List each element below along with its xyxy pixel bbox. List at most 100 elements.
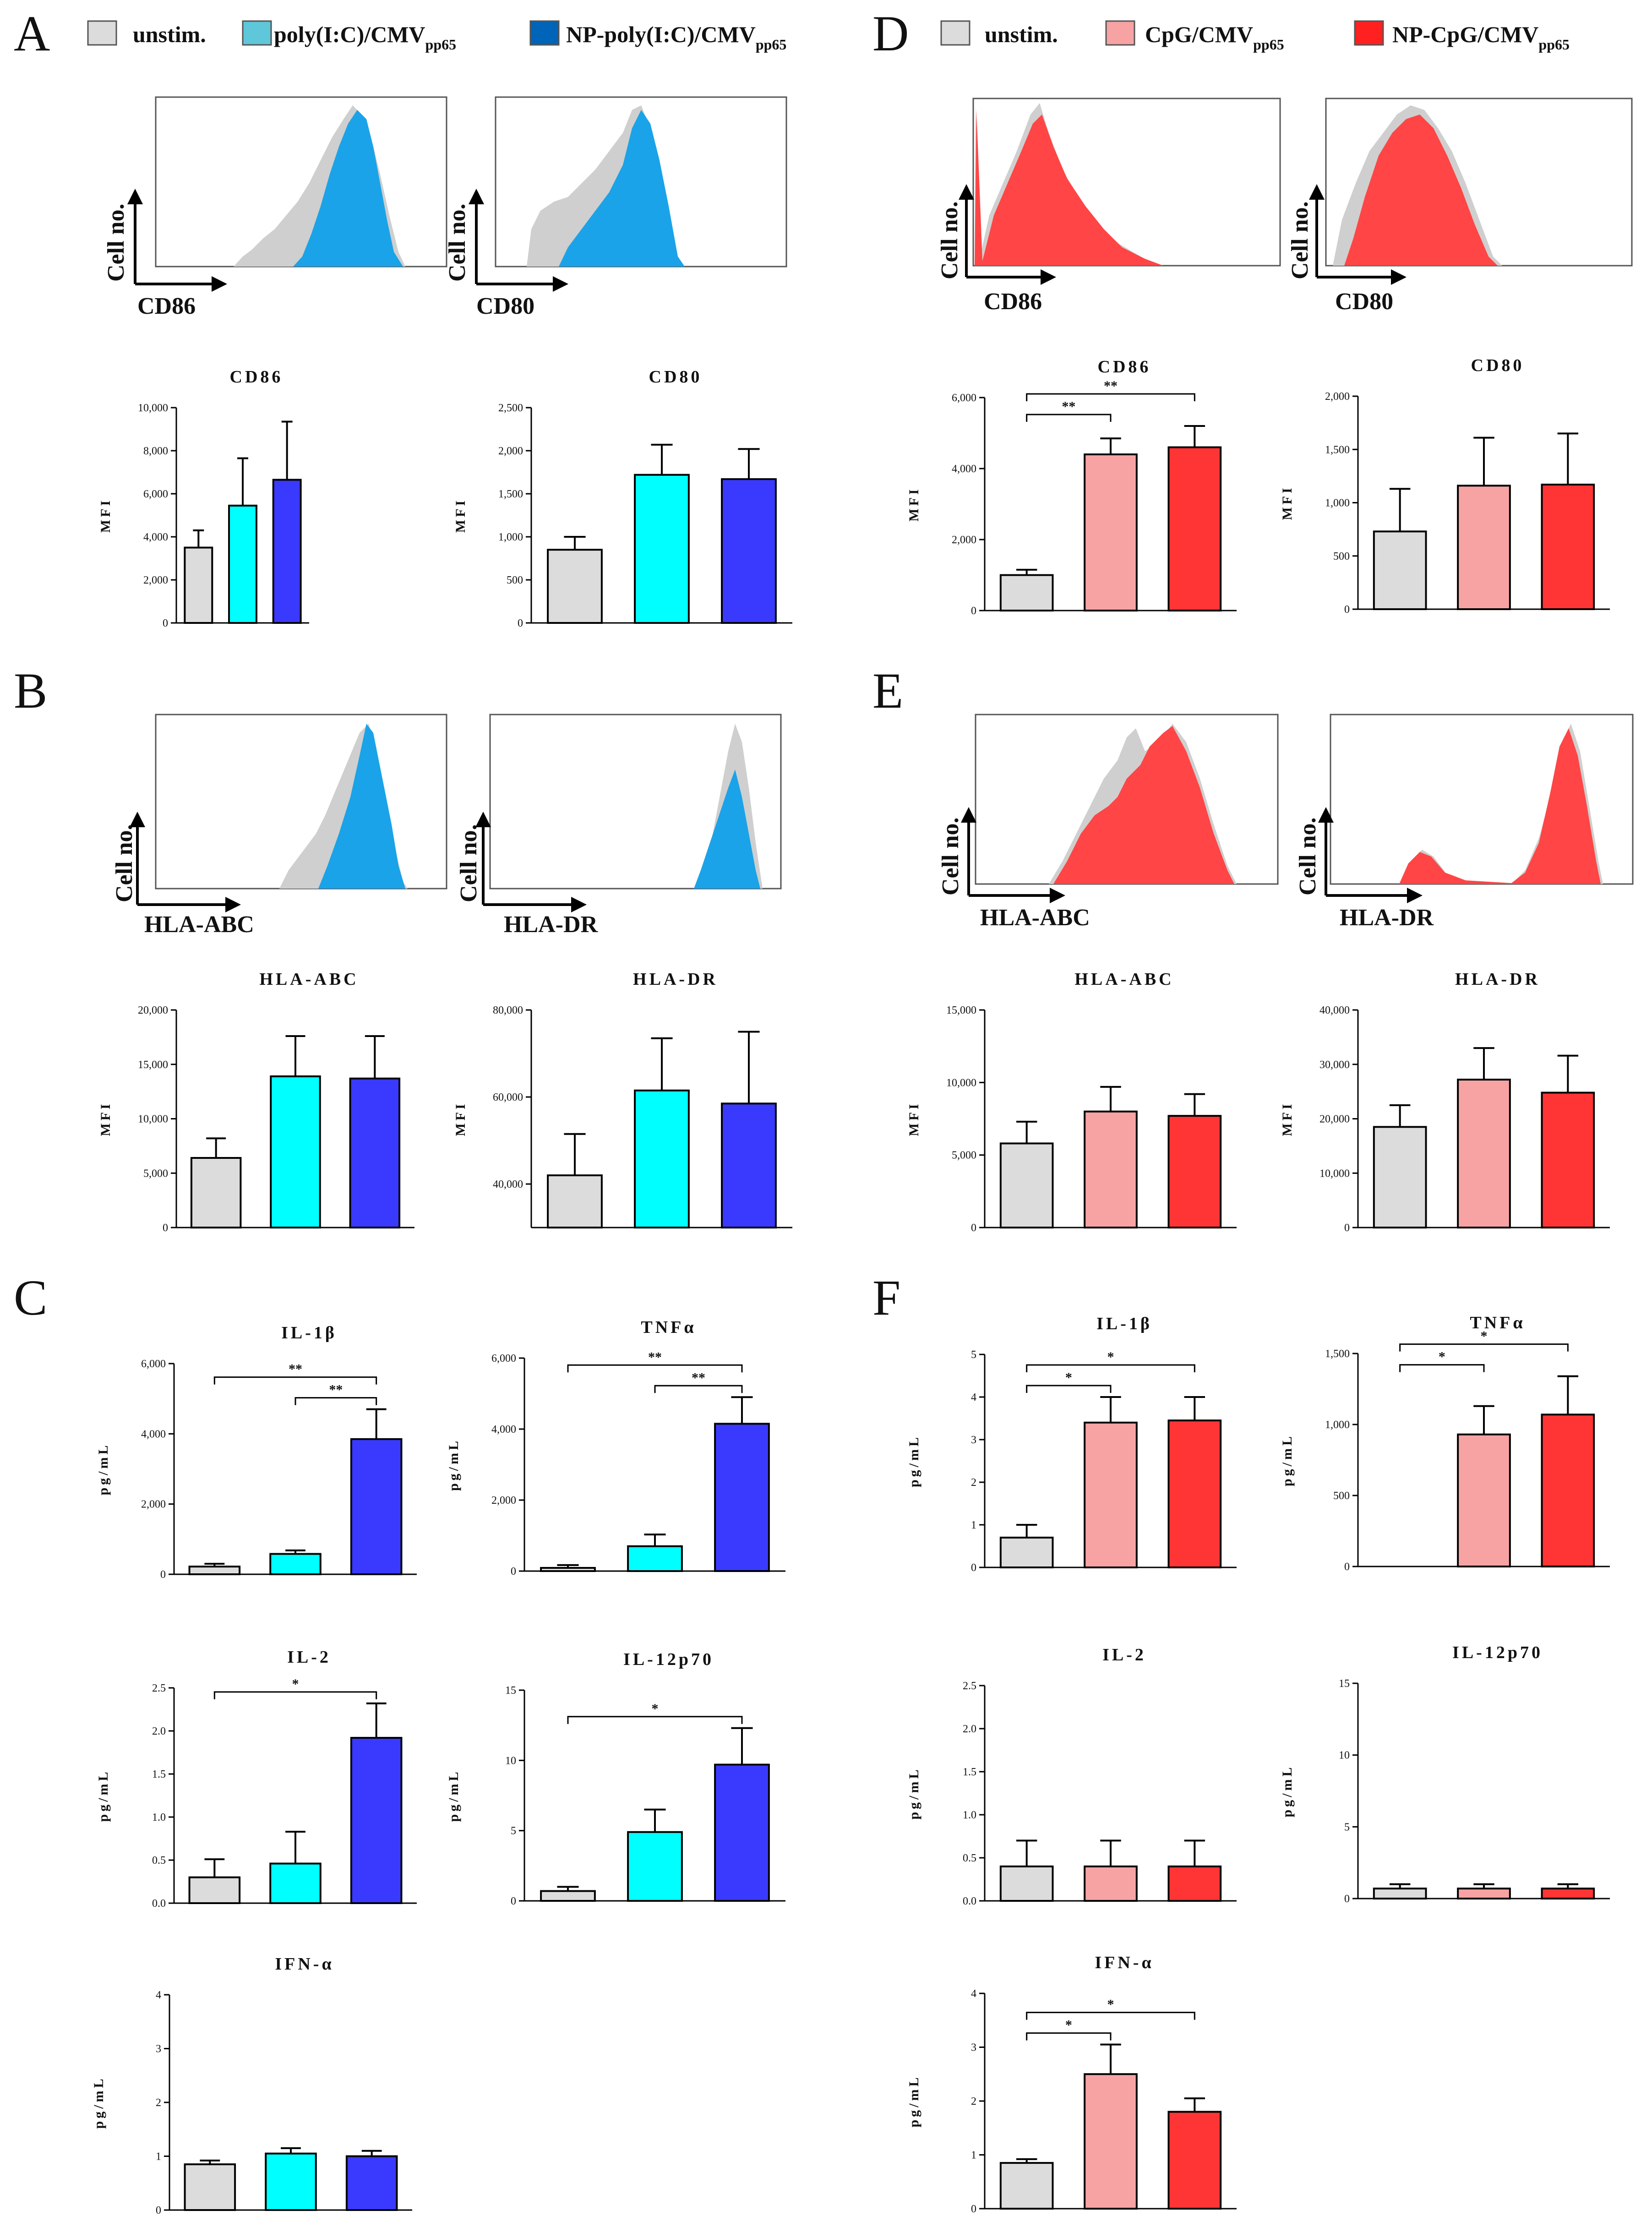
bar-2 bbox=[350, 1438, 403, 1575]
bar-chart-D-cd80: CD80 MFI 0 500 1,000 1,500 2,000 bbox=[1280, 356, 1610, 616]
significance-label: * bbox=[1065, 2018, 1072, 2033]
legend-left: unstim. poly(I:C)/CMVpp65 NP-poly(I:C)/C… bbox=[87, 20, 786, 53]
y-tick-label: 20,000 bbox=[138, 1004, 168, 1016]
histogram-y-label: Cell no. bbox=[444, 204, 470, 282]
bar-chart-E-hla-abc: HLA-ABC MFI 0 5,000 10,000 15,000 bbox=[906, 970, 1237, 1234]
y-tick-label: 15 bbox=[1339, 1678, 1350, 1690]
bar-1 bbox=[1084, 453, 1138, 611]
y-tick-label: 80,000 bbox=[493, 1004, 523, 1016]
arrow-right-icon bbox=[571, 897, 587, 912]
bar-2 bbox=[721, 478, 777, 624]
y-tick-label: 1,000 bbox=[1325, 497, 1350, 509]
y-tick-label: 2,000 bbox=[491, 1495, 516, 1506]
legend-label-np-poly: NP-poly(I:C)/CMVpp65 bbox=[566, 22, 786, 53]
significance-bracket bbox=[294, 1397, 377, 1405]
y-tick-label: 1,000 bbox=[498, 531, 523, 543]
y-tick-label: 0 bbox=[1344, 1893, 1350, 1905]
y-tick-label: 10 bbox=[1339, 1750, 1350, 1762]
y-tick-label: 10,000 bbox=[138, 402, 168, 414]
y-axis-label: pg/mL bbox=[446, 1769, 461, 1822]
y-tick-label: 0 bbox=[971, 2203, 976, 2215]
significance-label: * bbox=[1065, 1370, 1072, 1385]
panel-letter-B: B bbox=[14, 663, 47, 719]
histogram-A-cd80: Cell no. CD80 bbox=[444, 96, 787, 319]
y-tick-label: 2.0 bbox=[963, 1723, 976, 1735]
histogram-x-label: CD80 bbox=[476, 293, 534, 319]
y-tick-label: 0 bbox=[160, 1569, 166, 1581]
y-tick-label: 1.0 bbox=[152, 1812, 166, 1823]
histogram-y-label: Cell no. bbox=[1287, 202, 1313, 279]
y-tick-label: 30,000 bbox=[1319, 1059, 1350, 1071]
y-tick-label: 4,000 bbox=[143, 531, 168, 543]
significance-label: * bbox=[1107, 1997, 1114, 2012]
significance-bracket bbox=[1026, 414, 1112, 422]
bar-1 bbox=[1084, 2073, 1138, 2210]
y-tick-label: 3 bbox=[156, 2043, 161, 2055]
significance-label: * bbox=[292, 1676, 299, 1692]
bar-0 bbox=[190, 1157, 242, 1228]
y-tick-label: 2,000 bbox=[143, 574, 168, 586]
bar-1 bbox=[265, 2152, 317, 2211]
bar-1 bbox=[1084, 1421, 1138, 1569]
histogram-A-cd86: Cell no. CD86 bbox=[103, 96, 447, 319]
histogram-stim-trace bbox=[1344, 115, 1498, 266]
y-tick-label: 0 bbox=[156, 2205, 161, 2216]
y-axis-label: pg/mL bbox=[96, 1442, 111, 1495]
chart-title: HLA-DR bbox=[633, 970, 718, 989]
y-tick-label: 0.0 bbox=[152, 1898, 166, 1910]
arrow-right-icon bbox=[1050, 888, 1065, 903]
panel-letter-C: C bbox=[14, 1270, 47, 1326]
y-tick-label: 5 bbox=[511, 1825, 516, 1837]
y-tick-label: 0 bbox=[1344, 1561, 1350, 1573]
y-tick-label: 10,000 bbox=[946, 1077, 976, 1089]
legend-label-unstim-right: unstim. bbox=[985, 22, 1058, 47]
y-tick-label: 15,000 bbox=[946, 1004, 976, 1016]
y-tick-label: 1.5 bbox=[152, 1768, 166, 1780]
y-tick-label: 1.5 bbox=[963, 1766, 976, 1778]
bar-0 bbox=[547, 1174, 603, 1228]
y-tick-label: 6,000 bbox=[491, 1353, 516, 1365]
significance-label: ** bbox=[289, 1362, 302, 1377]
significance-bracket bbox=[1026, 1364, 1195, 1372]
panel-letter-D: D bbox=[872, 5, 909, 61]
bar-2 bbox=[349, 1077, 401, 1228]
arrow-up-icon bbox=[961, 807, 976, 823]
bar-0 bbox=[547, 549, 603, 624]
y-tick-label: 2 bbox=[971, 1477, 976, 1489]
y-axis-label: MFI bbox=[906, 1101, 921, 1136]
bar-chart-A-cd80: CD80 MFI 0 500 1,000 1,500 2,000 2,500 bbox=[453, 367, 792, 629]
y-tick-label: 4,000 bbox=[141, 1428, 166, 1440]
bar-0 bbox=[1373, 1126, 1427, 1228]
bar-chart-B-hla-abc: HLA-ABC MFI 0 5,000 10,000 15,000 20,000 bbox=[98, 970, 414, 1234]
chart-title: HLA-ABC bbox=[1074, 970, 1174, 989]
y-axis-label: pg/mL bbox=[906, 1435, 921, 1487]
y-tick-label: 4,000 bbox=[952, 463, 976, 475]
histogram-x-label: HLA-DR bbox=[504, 912, 599, 938]
y-tick-label: 0.5 bbox=[963, 1852, 976, 1864]
y-tick-label: 2.0 bbox=[152, 1725, 166, 1737]
legend-swatch-unstim-right bbox=[940, 20, 970, 46]
y-tick-label: 6,000 bbox=[952, 392, 976, 404]
histogram-stim-trace bbox=[559, 110, 685, 267]
significance-label: * bbox=[652, 1701, 659, 1716]
y-tick-label: 5,000 bbox=[952, 1150, 976, 1162]
chart-title: IFN-α bbox=[1095, 1953, 1154, 1972]
y-axis-label: pg/mL bbox=[906, 2074, 921, 2127]
bar-0 bbox=[188, 1876, 241, 1905]
bar-chart-C-il12p70: IL-12p70 pg/mL 0 5 10 15 * bbox=[446, 1650, 785, 1907]
y-tick-label: 4 bbox=[971, 1392, 976, 1403]
legend-label-cpg: CpG/CMVpp65 bbox=[1145, 22, 1284, 53]
bar-2 bbox=[1167, 2111, 1222, 2210]
y-tick-label: 20,000 bbox=[1319, 1113, 1350, 1125]
histogram-stim-trace bbox=[293, 110, 403, 267]
bar-1 bbox=[1084, 1110, 1138, 1229]
chart-title: IL-2 bbox=[287, 1648, 331, 1667]
bar-2 bbox=[350, 1737, 403, 1905]
histogram-D-cd86: Cell no. CD86 bbox=[937, 98, 1281, 315]
bar-0 bbox=[540, 1567, 596, 1572]
y-tick-label: 0 bbox=[511, 1895, 516, 1907]
bar-0 bbox=[1373, 1888, 1427, 1900]
significance-label: ** bbox=[1062, 399, 1075, 414]
significance-label: ** bbox=[329, 1382, 343, 1397]
